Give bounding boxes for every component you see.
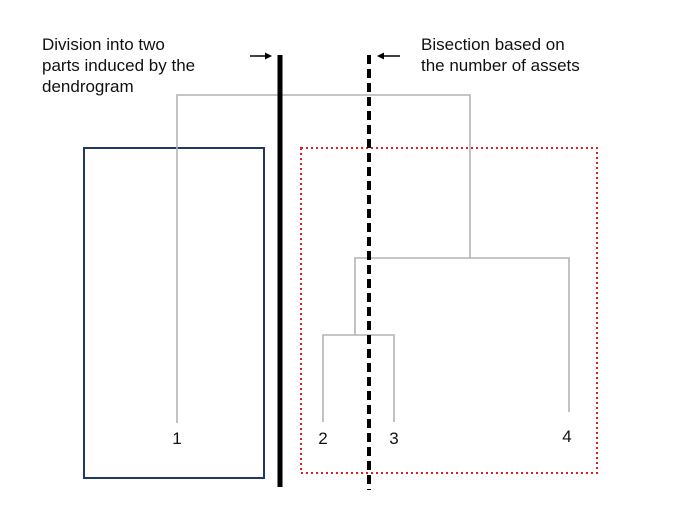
caption-line: parts induced by the (42, 56, 196, 75)
right-arrow-icon (377, 52, 400, 60)
left-cluster-box (83, 147, 265, 479)
subtree-link-234 (354, 257, 570, 412)
root-link (176, 94, 471, 423)
dendrogram-division-caption: Division into two parts induced by the d… (42, 34, 239, 97)
leaf-label-1: 1 (172, 429, 181, 448)
caption-line: dendrogram (42, 77, 134, 96)
right-cluster-box (300, 147, 598, 474)
caption-line: Division into two (42, 35, 165, 54)
left-arrow-icon (250, 52, 272, 60)
dendrogram-links (176, 94, 570, 423)
leaf-label-4: 4 (562, 427, 571, 446)
subtree-link-23 (322, 334, 395, 422)
caption-line: the number of assets (421, 56, 580, 75)
leaf-label-3: 3 (389, 429, 398, 448)
caption-line: Bisection based on (421, 35, 565, 54)
bisection-caption: Bisection based on the number of assets (421, 34, 633, 76)
leaf-label-2: 2 (318, 429, 327, 448)
